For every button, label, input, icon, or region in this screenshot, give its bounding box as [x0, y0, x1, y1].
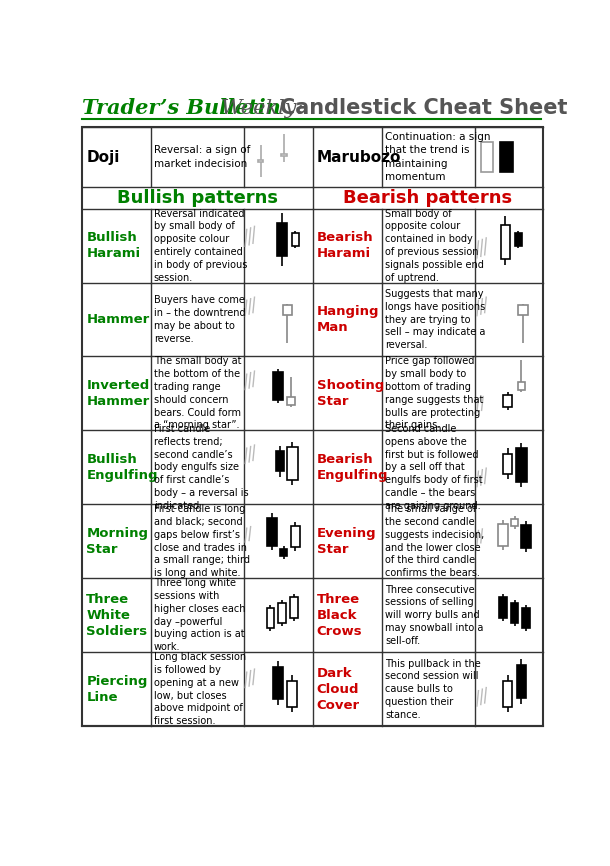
- Bar: [503, 454, 512, 474]
- Text: The small range of
the second candle
suggests indecision,
and the lower close
of: The small range of the second candle sug…: [386, 504, 485, 578]
- Bar: [278, 223, 287, 256]
- Bar: [515, 233, 522, 246]
- Text: First candle
reflects trend;
second candle’s
body engulfs size
of first candle’s: First candle reflects trend; second cand…: [154, 424, 248, 511]
- Text: Reversal indicated
by small body of
opposite colour
entirely contained
in body o: Reversal indicated by small body of oppo…: [154, 209, 247, 282]
- Bar: [290, 598, 298, 617]
- Bar: [287, 397, 295, 405]
- Bar: [498, 524, 508, 546]
- Bar: [499, 598, 507, 617]
- Bar: [281, 154, 287, 156]
- Bar: [273, 667, 283, 699]
- Bar: [501, 225, 510, 259]
- Text: Bearish
Harami: Bearish Harami: [317, 231, 373, 260]
- Bar: [290, 526, 300, 547]
- Text: Evening
Star: Evening Star: [317, 527, 376, 556]
- Bar: [82, 127, 543, 726]
- Text: Candlestick Cheat Sheet: Candlestick Cheat Sheet: [280, 98, 567, 118]
- Text: First candle is long
and black; second
gaps below first’s
close and trades in
a : First candle is long and black; second g…: [154, 504, 249, 578]
- Bar: [518, 382, 525, 390]
- Text: Second candle
opens above the
first but is followed
by a sell off that
engulfs b: Second candle opens above the first but …: [386, 424, 483, 511]
- Text: Three consecutive
sessions of selling
will worry bulls and
may snowball into a
s: Three consecutive sessions of selling wi…: [386, 585, 484, 646]
- Text: Small body of
opposite colour
contained in body
of previous session
signals poss: Small body of opposite colour contained …: [386, 209, 484, 282]
- Text: Continuation: a sign
that the trend is
maintaining
momentum: Continuation: a sign that the trend is m…: [386, 132, 491, 182]
- Text: Bullish
Harami: Bullish Harami: [87, 231, 140, 260]
- Text: Three
Black
Crows: Three Black Crows: [317, 592, 362, 637]
- Bar: [267, 518, 276, 546]
- Bar: [273, 372, 283, 399]
- Text: This pullback in the
second session will
cause bulls to
question their
stance.: This pullback in the second session will…: [386, 658, 481, 720]
- Text: Price gap followed
by small body to
bottom of trading
range suggests that
bulls : Price gap followed by small body to bott…: [386, 357, 484, 430]
- Bar: [503, 681, 512, 707]
- Bar: [516, 448, 527, 482]
- Text: Shooting
Star: Shooting Star: [317, 379, 384, 408]
- Text: Bearish
Engulfing: Bearish Engulfing: [317, 453, 388, 481]
- Text: Dark
Cloud
Cover: Dark Cloud Cover: [317, 667, 360, 712]
- Text: Suggests that many
longs have positions
they are trying to
sell – may indicate a: Suggests that many longs have positions …: [386, 289, 486, 350]
- Bar: [511, 520, 518, 527]
- Bar: [276, 451, 284, 471]
- Bar: [522, 525, 531, 548]
- Bar: [481, 142, 493, 171]
- Text: Doji: Doji: [87, 150, 120, 165]
- Bar: [267, 608, 274, 629]
- Text: Hanging
Man: Hanging Man: [317, 305, 379, 334]
- Text: Hammer: Hammer: [87, 313, 149, 326]
- Bar: [287, 448, 298, 480]
- Text: The small body at
the bottom of the
trading range
should concern
bears. Could fo: The small body at the bottom of the trad…: [154, 357, 241, 430]
- Text: Reversal: a sign of
market indecision: Reversal: a sign of market indecision: [154, 145, 250, 169]
- Text: Inverted
Hammer: Inverted Hammer: [87, 379, 149, 408]
- Bar: [280, 548, 287, 555]
- Bar: [522, 608, 530, 629]
- Text: Morning
Star: Morning Star: [87, 527, 148, 556]
- Text: Piercing
Line: Piercing Line: [87, 675, 148, 703]
- Text: Bearish patterns: Bearish patterns: [343, 189, 512, 207]
- Text: Marubozo: Marubozo: [317, 150, 401, 165]
- Bar: [258, 160, 264, 162]
- Text: Long black session
is followed by
opening at a new
low, but closes
above midpoin: Long black session is followed by openin…: [154, 652, 246, 726]
- Bar: [511, 603, 518, 623]
- Text: Bullish patterns: Bullish patterns: [117, 189, 278, 207]
- Bar: [292, 233, 299, 246]
- Text: Trader’s Bulletin: Trader’s Bulletin: [82, 98, 289, 118]
- Bar: [278, 603, 286, 623]
- Text: Weekly:: Weekly:: [221, 99, 310, 118]
- Text: Three
White
Soldiers: Three White Soldiers: [87, 592, 148, 637]
- Text: Three long white
sessions with
higher closes each
day –powerful
buying action is: Three long white sessions with higher cl…: [154, 578, 245, 652]
- Text: Bullish
Engulfing: Bullish Engulfing: [87, 453, 158, 481]
- Bar: [503, 395, 512, 407]
- Bar: [517, 665, 526, 698]
- Bar: [518, 306, 528, 315]
- Bar: [283, 306, 292, 315]
- Text: Buyers have come
in – the downtrend
may be about to
reverse.: Buyers have come in – the downtrend may …: [154, 295, 245, 344]
- Bar: [287, 681, 296, 707]
- Bar: [500, 142, 512, 171]
